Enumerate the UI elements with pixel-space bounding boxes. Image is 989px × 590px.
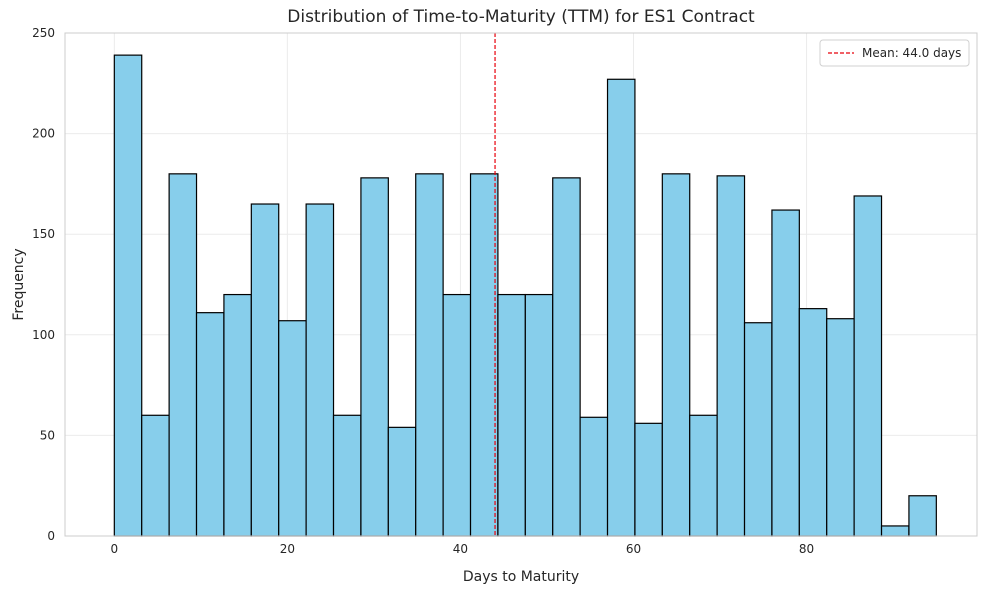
x-axis-label: Days to Maturity	[463, 569, 579, 585]
histogram-bar	[661, 173, 691, 537]
histogram-bar	[634, 422, 663, 537]
axis-ticks: 0 20 40 60 80 0 50 100 150 200 250	[32, 26, 814, 556]
histogram-bar	[141, 414, 170, 537]
histogram-bar	[853, 195, 883, 537]
y-tick-label: 200	[32, 127, 55, 141]
histogram-bar	[552, 177, 581, 537]
legend-entry-mean: Mean: 44.0 days	[862, 46, 961, 60]
histogram-bar	[908, 495, 937, 537]
histogram-bar	[826, 318, 855, 537]
y-tick-label: 100	[32, 328, 55, 342]
histogram-bar	[798, 308, 828, 537]
histogram-bar	[771, 209, 800, 537]
histogram-bar	[415, 173, 444, 537]
histogram-bar	[716, 175, 746, 537]
histogram-bar	[606, 78, 636, 537]
histogram-bar	[497, 293, 526, 537]
y-tick-label: 250	[32, 26, 55, 40]
histogram-bar	[469, 173, 499, 537]
y-axis-label: Frequency	[11, 248, 27, 320]
histogram-bar	[195, 312, 225, 537]
plot-frame	[64, 32, 978, 537]
histogram-bar	[387, 426, 417, 537]
x-tick-label: 80	[799, 542, 814, 556]
x-tick-label: 0	[111, 542, 119, 556]
histogram-bar	[360, 177, 389, 537]
x-tick-label: 60	[626, 542, 641, 556]
histogram-bars	[113, 54, 937, 537]
histogram-bar	[223, 293, 252, 537]
y-tick-label: 50	[40, 428, 55, 442]
histogram-bar	[579, 416, 609, 537]
histogram-bar	[250, 203, 280, 537]
y-tick-label: 150	[32, 227, 55, 241]
chart-title: Distribution of Time-to-Maturity (TTM) f…	[287, 7, 755, 27]
histogram-bar	[278, 320, 307, 537]
histogram-bar	[524, 293, 554, 537]
histogram-bar	[442, 293, 472, 537]
histogram-bar	[305, 203, 335, 537]
x-tick-label: 40	[453, 542, 468, 556]
legend: Mean: 44.0 days	[819, 39, 970, 67]
histogram-bar	[880, 525, 910, 537]
legend-box	[819, 39, 970, 67]
histogram-bar	[168, 173, 198, 537]
x-tick-label: 20	[280, 542, 295, 556]
histogram-bar	[743, 322, 773, 537]
y-tick-label: 0	[47, 529, 55, 543]
histogram-bar	[113, 54, 143, 537]
histogram-bar	[689, 414, 718, 537]
histogram-bar	[332, 414, 362, 537]
